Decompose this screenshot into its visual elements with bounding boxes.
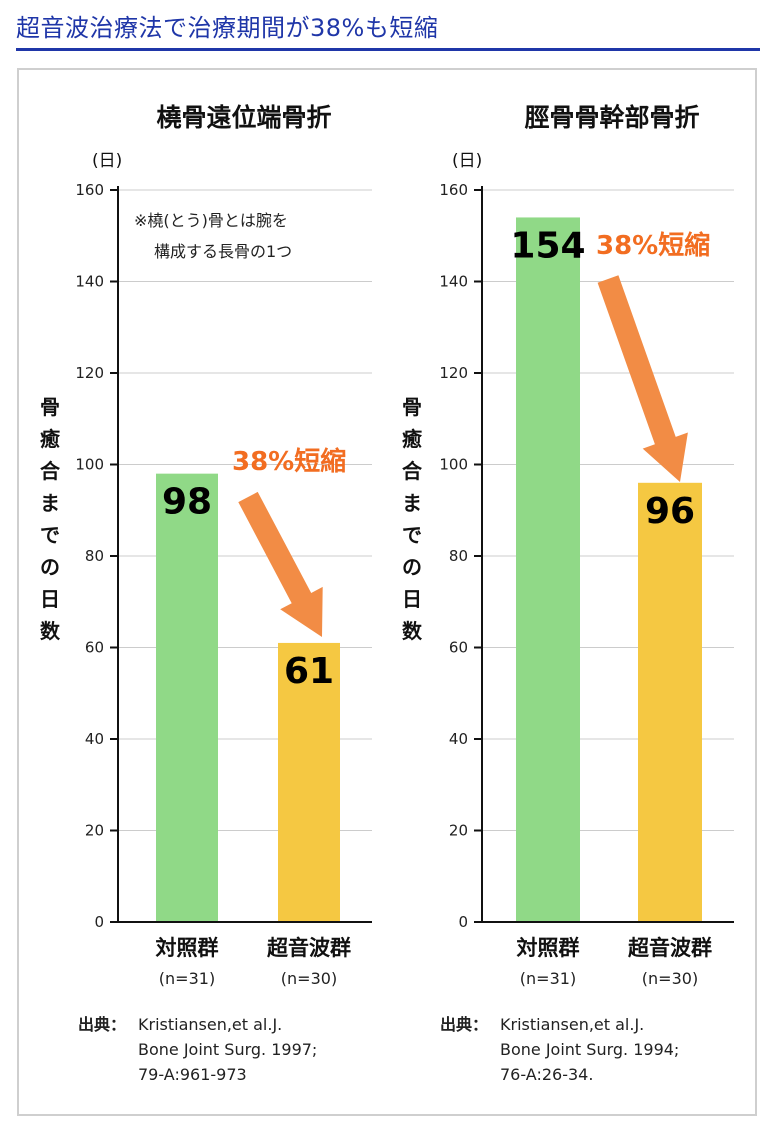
bar-value-label: 96 [645, 491, 695, 532]
bar-value-label: 98 [162, 482, 212, 523]
y-tick-label: 100 [439, 456, 468, 474]
category-label: 対照群 [517, 936, 580, 960]
category-label: 超音波群 [267, 936, 351, 960]
chart-title: 脛骨骨幹部骨折 [524, 103, 699, 132]
bar-value-label: 61 [284, 651, 334, 692]
source-line: Kristiansen,et al.J. [500, 1015, 644, 1034]
y-axis-label: 骨癒合までの日数 [402, 395, 423, 643]
source-line: Bone Joint Surg. 1997; [138, 1040, 317, 1059]
category-count: (n=30) [281, 969, 337, 988]
y-tick-label: 40 [449, 730, 468, 748]
category-label: 超音波群 [628, 936, 712, 960]
y-tick-label: 0 [458, 913, 468, 931]
bar-ultrasound [278, 642, 340, 922]
y-tick-label: 140 [75, 273, 104, 291]
source-line: 79-A:961-973 [138, 1065, 247, 1084]
chart-note: ※橈(とう)骨とは腕を [134, 211, 288, 230]
category-label: 対照群 [156, 936, 219, 960]
y-tick-label: 80 [449, 547, 468, 565]
y-tick-label: 140 [439, 273, 468, 291]
reduction-arrow [597, 275, 688, 482]
category-count: (n=31) [159, 969, 215, 988]
chart-2: 脛骨骨幹部骨折 (日) 0 20 40 60 80 100 120 140 160 骨癒合までの日数 1… [402, 103, 734, 1084]
bar-ultrasound [638, 482, 702, 922]
title-rule [16, 48, 760, 51]
y-unit-label: (日) [452, 151, 482, 171]
source-label: 出典： [78, 1015, 126, 1034]
y-tick-label: 80 [85, 547, 104, 565]
bar-control [156, 473, 218, 922]
reduction-arrow [238, 491, 323, 637]
category-count: (n=31) [520, 969, 576, 988]
y-tick-label: 60 [449, 639, 468, 657]
y-tick-label: 20 [449, 822, 468, 840]
reduction-label: 38%短縮 [596, 230, 710, 261]
y-tick-label: 20 [85, 822, 104, 840]
source-label: 出典： [440, 1015, 488, 1034]
y-tick-label: 120 [75, 364, 104, 382]
y-tick-label: 100 [75, 456, 104, 474]
y-tick-label: 0 [94, 913, 104, 931]
chart-1: 橈骨遠位端骨折 (日) 0 20 40 60 80 100 120 140 160 骨癒合までの日数 9… [40, 103, 372, 1084]
y-unit-label: (日) [92, 151, 122, 171]
page-title: 超音波治療法で治療期間が38%も短縮 [16, 14, 439, 42]
category-count: (n=30) [642, 969, 698, 988]
y-tick-label: 120 [439, 364, 468, 382]
source-line: 76-A:26-34. [500, 1065, 593, 1084]
source-line: Bone Joint Surg. 1994; [500, 1040, 679, 1059]
y-tick-label: 160 [75, 181, 104, 199]
y-tick-label: 40 [85, 730, 104, 748]
chart-title: 橈骨遠位端骨折 [156, 103, 331, 132]
y-tick-label: 160 [439, 181, 468, 199]
y-tick-label: 60 [85, 639, 104, 657]
source-line: Kristiansen,et al.J. [138, 1015, 282, 1034]
y-axis-label: 骨癒合までの日数 [40, 395, 61, 643]
reduction-label: 38%短縮 [232, 446, 346, 477]
chart-note: 構成する長骨の1つ [154, 242, 292, 261]
chart-frame [17, 68, 757, 1116]
bar-value-label: 154 [510, 225, 585, 266]
bar-control [516, 217, 580, 922]
